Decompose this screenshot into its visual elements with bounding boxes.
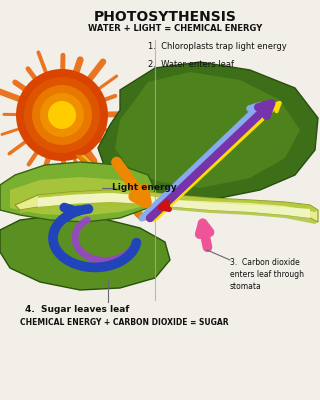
- Polygon shape: [38, 193, 310, 218]
- Text: 4.  Sugar leaves leaf: 4. Sugar leaves leaf: [25, 305, 129, 314]
- Polygon shape: [81, 155, 149, 218]
- Polygon shape: [20, 202, 318, 224]
- Polygon shape: [0, 162, 155, 222]
- Polygon shape: [98, 62, 318, 200]
- Circle shape: [16, 69, 108, 161]
- Text: WATER + LIGHT = CHEMICAL ENERGY: WATER + LIGHT = CHEMICAL ENERGY: [88, 24, 262, 33]
- Polygon shape: [38, 190, 318, 212]
- Circle shape: [32, 85, 92, 145]
- Circle shape: [24, 77, 100, 153]
- Circle shape: [40, 93, 84, 137]
- Circle shape: [48, 101, 76, 129]
- Polygon shape: [15, 190, 318, 222]
- Polygon shape: [0, 215, 170, 290]
- Text: 1.  Chloroplasts trap light energy: 1. Chloroplasts trap light energy: [148, 42, 287, 51]
- Text: Light energy: Light energy: [112, 184, 177, 192]
- Text: PHOTOSYTHENSIS: PHOTOSYTHENSIS: [93, 10, 236, 24]
- Text: CHEMICAL ENERGY + CARBON DIOXIDE = SUGAR: CHEMICAL ENERGY + CARBON DIOXIDE = SUGAR: [20, 318, 228, 327]
- Polygon shape: [75, 155, 150, 220]
- Polygon shape: [115, 72, 300, 188]
- Polygon shape: [10, 177, 148, 216]
- Text: 3.  Carbon dioxide
enters leaf through
stomata: 3. Carbon dioxide enters leaf through st…: [230, 258, 304, 290]
- Text: 2.  Water enters leaf: 2. Water enters leaf: [148, 60, 234, 69]
